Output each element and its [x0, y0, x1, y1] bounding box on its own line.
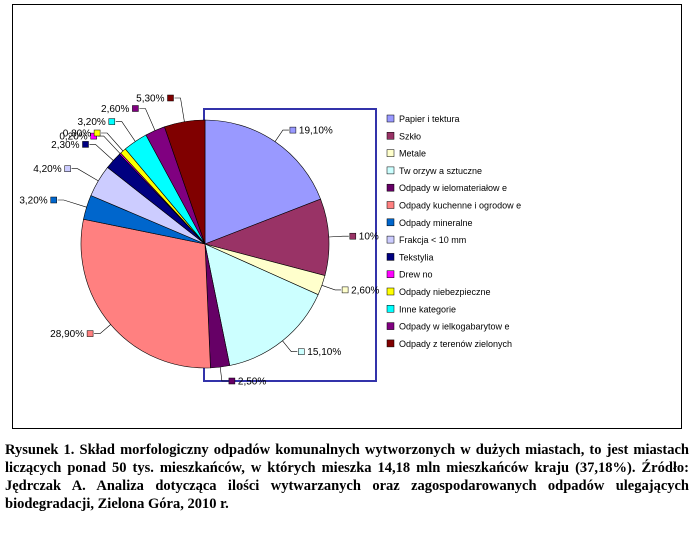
leader-line [321, 285, 342, 291]
slice-label-swatch [228, 377, 236, 385]
legend-label: Odpady w ielomateriałow e [399, 183, 507, 193]
leader-line [89, 144, 114, 161]
slice-label: 4,20% [33, 164, 61, 175]
slice-label: 0,80% [63, 129, 91, 140]
slice-label-swatch [50, 196, 57, 204]
slice-label: 5,30% [136, 94, 164, 105]
slice-label-swatch [132, 105, 139, 112]
leader-line [219, 367, 228, 382]
slice-label: 2,60% [101, 104, 129, 115]
legend-label: Szkło [399, 131, 421, 141]
slice-label-swatch [82, 141, 89, 148]
leader-line [101, 132, 124, 152]
legend-swatch [386, 322, 395, 330]
legend-swatch [386, 253, 395, 261]
legend-swatch [386, 149, 395, 157]
legend-swatch [386, 339, 395, 348]
legend-label: Tekstylia [399, 252, 434, 262]
slice-label-swatch [289, 126, 297, 134]
legend-label: Inne kategorie [399, 304, 456, 314]
legend-label: Tw orzyw a sztuczne [399, 166, 482, 176]
leader-line [282, 340, 298, 353]
slice-label: 2,50% [238, 377, 266, 388]
pie-slice [80, 218, 211, 369]
slice-label-swatch [341, 286, 349, 294]
slice-label-swatch [167, 94, 174, 102]
slice-label: 28,90% [50, 329, 84, 340]
legend-label: Drew no [399, 270, 433, 280]
legend-label: Odpady mineralne [399, 218, 473, 228]
legend-label: Odpady z terenów zielonych [399, 339, 512, 349]
slice-label: 19,10% [299, 126, 333, 137]
legend-swatch [386, 305, 395, 313]
leader-line [174, 97, 185, 122]
slice-label: 2,60% [351, 285, 379, 296]
figure-caption: Rysunek 1. Skład morfologiczny odpadów k… [5, 442, 689, 512]
legend-label: Odpady niebezpieczne [399, 287, 491, 297]
leader-line [274, 129, 289, 142]
slice-label: 0,20% [59, 132, 87, 143]
legend-swatch [386, 166, 395, 175]
slice-label: 15,10% [307, 347, 341, 358]
slice-label-swatch [64, 165, 71, 172]
pie-slice [204, 119, 321, 245]
legend-label: Metale [399, 149, 426, 159]
legend-label: Frakcja < 10 mm [399, 235, 466, 245]
leader-line [139, 108, 156, 131]
slice-label-swatch [93, 129, 101, 137]
slice-label-swatch [298, 348, 305, 355]
legend-swatch [386, 218, 395, 227]
legend-swatch [386, 201, 395, 209]
slice-label: 10% [359, 232, 379, 243]
pie-slice [204, 198, 330, 276]
leader-line [97, 135, 121, 154]
slice-label: 3,20% [19, 196, 47, 207]
slice-label-swatch [86, 330, 94, 337]
leader-line [115, 121, 136, 142]
legend-label: Papier i tektura [399, 114, 460, 124]
legend-swatch [386, 132, 395, 140]
leader-line [94, 324, 111, 334]
pie-chart: 19,10% 10% 2,60% 15,10% 2,50% 28,90% 3,20% 4,20… [19, 94, 521, 388]
legend-swatch [386, 235, 395, 244]
legend-swatch [386, 287, 395, 296]
legend-swatch [386, 270, 395, 278]
leader-line [71, 168, 99, 182]
slice-label-swatch [108, 118, 116, 125]
legend-swatch [386, 114, 395, 123]
leader-line [57, 199, 87, 208]
legend-swatch [386, 183, 395, 192]
legend-label: Odpady kuchenne i ogrodow e [399, 201, 521, 211]
leader-line [328, 235, 349, 238]
chart-frame: 19,10% 10% 2,60% 15,10% 2,50% 28,90% 3,20% 4,20… [12, 4, 682, 429]
pie-slice [204, 243, 319, 366]
legend-label: Odpady w ielkogabarytow e [399, 322, 510, 332]
slice-label-swatch [349, 232, 357, 240]
slice-label: 2,30% [51, 140, 79, 151]
pie-slice [164, 119, 206, 245]
slice-label: 3,20% [77, 117, 105, 128]
